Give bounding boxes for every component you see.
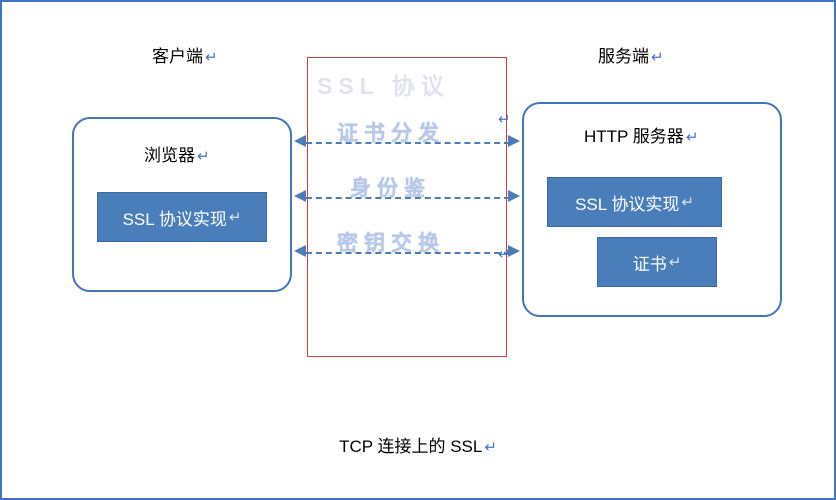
server-header-text: 服务端 (598, 47, 649, 66)
para-mark-icon: ↵ (669, 253, 682, 271)
para-mark-icon: ↵ (229, 208, 242, 226)
para-mark-icon: ↵ (498, 110, 511, 128)
arrow-head-right-icon (508, 135, 520, 147)
server-ssl-impl-box: SSL 协议实现↵ (547, 177, 722, 227)
arrow-line-0 (306, 142, 510, 144)
http-server-title-text: HTTP 服务器 (584, 127, 684, 146)
diagram-canvas: 客户端↵ 服务端↵ 浏览器↵ SSL 协议实现↵ HTTP 服务器↵ SSL 协… (0, 0, 836, 500)
arrow-head-right-icon (508, 190, 520, 202)
browser-title-text: 浏览器 (144, 146, 195, 165)
center-protocol-box (307, 57, 507, 357)
server-header: 服务端↵ (598, 42, 664, 67)
para-mark-icon: ↵ (484, 439, 497, 456)
para-mark-icon: ↵ (651, 49, 664, 66)
para-mark-icon: ↵ (498, 245, 511, 263)
browser-title: 浏览器↵ (144, 141, 210, 166)
para-mark-icon: ↵ (681, 193, 694, 211)
arrow-line-1 (306, 197, 510, 199)
arrow-head-left-icon (294, 135, 306, 147)
para-mark-icon: ↵ (205, 49, 218, 66)
protocol-title: SSL 协议 (317, 67, 450, 101)
footer-text: TCP 连接上的 SSL (339, 437, 482, 456)
arrow-line-2 (306, 252, 510, 254)
server-cert-text: 证书 (633, 250, 667, 275)
arrow-head-left-icon (294, 190, 306, 202)
server-ssl-impl-text: SSL 协议实现 (575, 190, 679, 215)
client-header-text: 客户端 (152, 47, 203, 66)
arrow-head-left-icon (294, 245, 306, 257)
client-ssl-impl-text: SSL 协议实现 (123, 205, 227, 230)
client-header: 客户端↵ (152, 42, 218, 67)
para-mark-icon: ↵ (197, 148, 210, 165)
para-mark-icon: ↵ (686, 129, 699, 146)
footer-label: TCP 连接上的 SSL↵ (2, 432, 834, 457)
client-ssl-impl-box: SSL 协议实现↵ (97, 192, 267, 242)
server-cert-box: 证书↵ (597, 237, 717, 287)
http-server-title: HTTP 服务器↵ (584, 122, 698, 147)
